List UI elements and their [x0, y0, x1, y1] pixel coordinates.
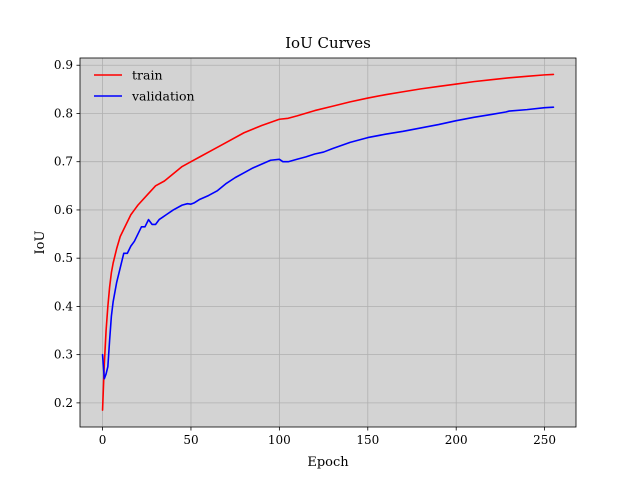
legend-label-validation: validation	[131, 89, 195, 104]
y-axis-label: IoU	[33, 230, 48, 254]
x-tick-label: 250	[533, 433, 556, 447]
x-tick-label: 0	[99, 433, 107, 447]
plot-area	[80, 58, 576, 427]
x-tick-label: 50	[183, 433, 198, 447]
y-tick-label: 0.2	[54, 396, 73, 410]
series-lines	[101, 73, 555, 411]
x-tick-label: 200	[445, 433, 468, 447]
x-tick-label: 150	[356, 433, 379, 447]
y-tick-label: 0.6	[54, 203, 73, 217]
y-tick-label: 0.9	[54, 58, 73, 72]
legend: train validation	[94, 68, 195, 104]
series-line-train	[101, 73, 555, 411]
chart-title: IoU Curves	[285, 34, 371, 52]
x-axis-ticks: 0 50 100 150 200 250	[99, 427, 556, 447]
series-line-validation	[101, 106, 555, 380]
y-tick-label: 0.8	[54, 106, 73, 120]
y-axis-ticks: 0.2 0.3 0.4 0.5 0.6 0.7 0.8 0.9	[54, 58, 80, 410]
y-tick-label: 0.7	[54, 155, 73, 169]
plot-frame	[79, 57, 577, 428]
y-tick-label: 0.3	[54, 348, 73, 362]
x-axis-label: Epoch	[307, 455, 349, 470]
y-tick-label: 0.5	[54, 251, 73, 265]
legend-label-train: train	[132, 68, 163, 83]
y-tick-label: 0.4	[54, 299, 73, 313]
x-tick-label: 100	[268, 433, 291, 447]
